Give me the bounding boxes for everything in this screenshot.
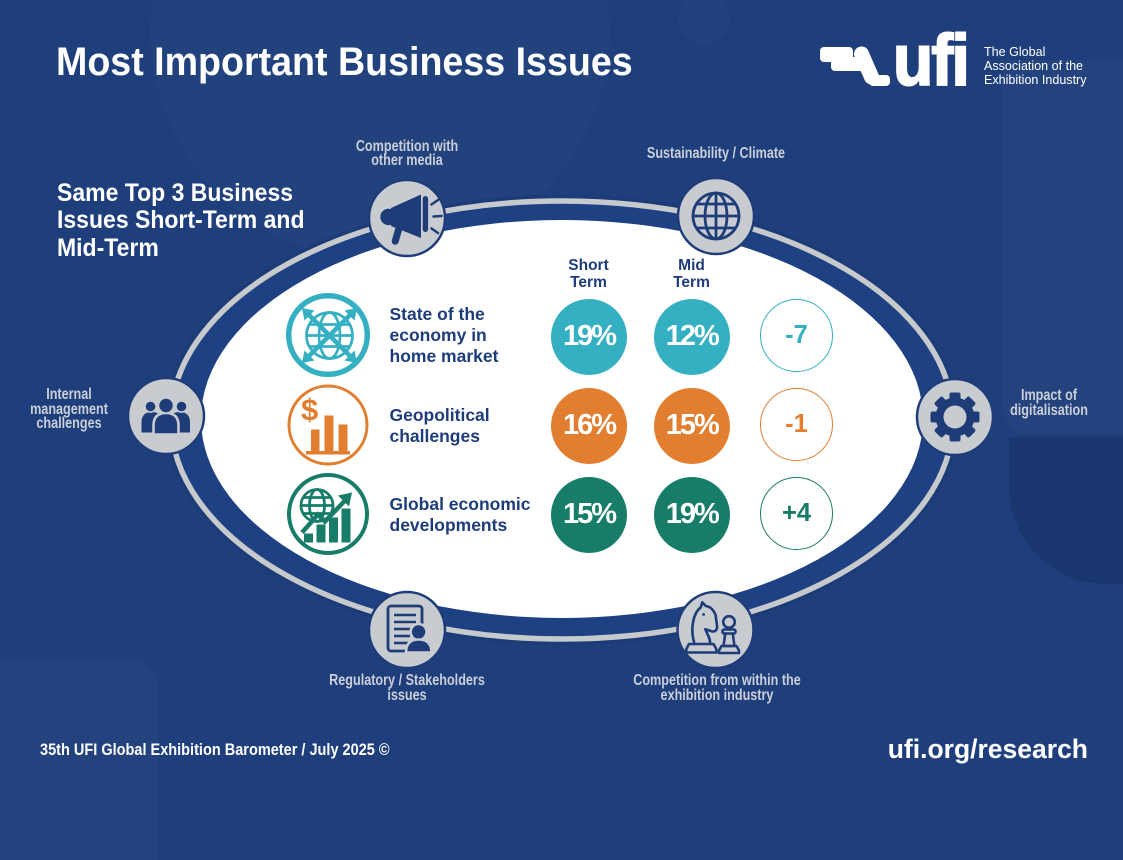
svg-text:ufi: ufi (893, 21, 968, 101)
svg-text:$: $ (301, 392, 318, 427)
